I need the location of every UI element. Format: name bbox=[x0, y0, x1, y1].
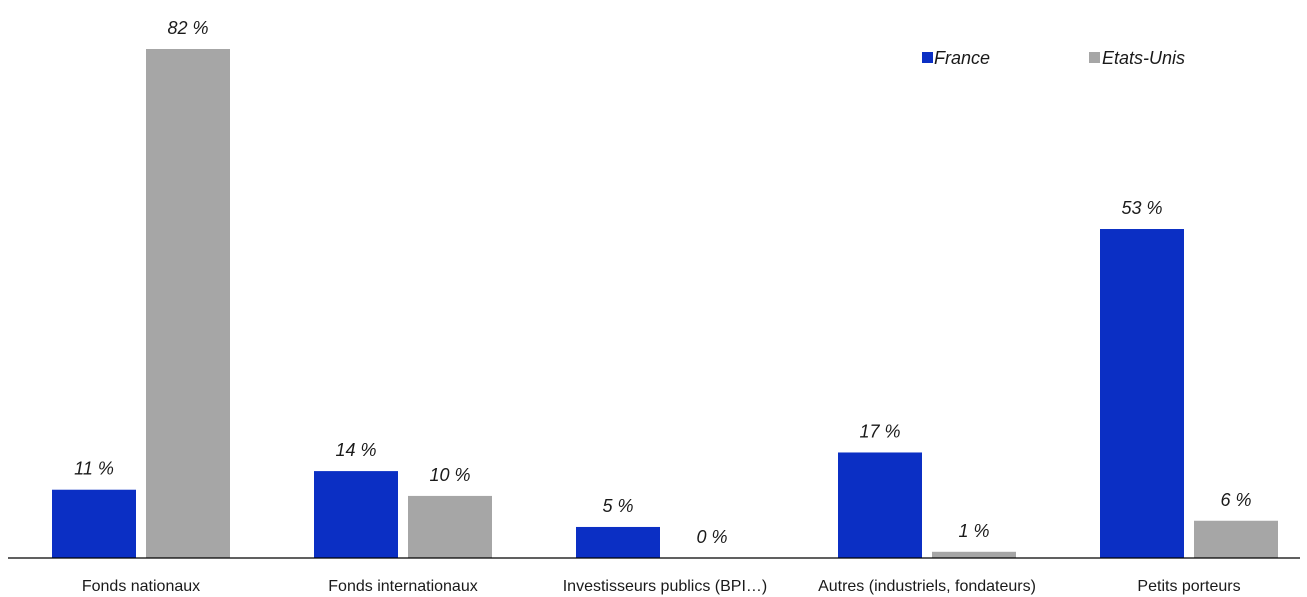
legend: France Etats-Unis bbox=[922, 48, 1185, 68]
category-label-petits-porteurs: Petits porteurs bbox=[1137, 578, 1240, 595]
legend-label-france: France bbox=[934, 48, 990, 68]
value-label-france-petits-porteurs: 53 % bbox=[1121, 198, 1162, 218]
legend-label-etats-unis: Etats-Unis bbox=[1102, 48, 1185, 68]
bar-france-fonds-nationaux bbox=[52, 489, 136, 558]
value-label-etats-unis-investisseurs-publics-bpi: 0 % bbox=[696, 527, 727, 547]
value-label-france-fonds-nationaux: 11 % bbox=[74, 459, 114, 479]
bar-france-fonds-internationaux bbox=[314, 471, 398, 558]
value-label-france-autres-industriels-fondateurs: 17 % bbox=[859, 421, 900, 441]
value-label-etats-unis-autres-industriels-fondateurs: 1 % bbox=[958, 521, 989, 541]
value-label-france-fonds-internationaux: 14 % bbox=[335, 440, 376, 460]
value-label-etats-unis-fonds-internationaux: 10 % bbox=[429, 465, 470, 485]
legend-swatch-etats-unis bbox=[1089, 52, 1100, 63]
value-label-etats-unis-fonds-nationaux: 82 % bbox=[167, 18, 208, 38]
category-labels-group: Fonds nationaux Fonds internationaux Inves… bbox=[82, 578, 1241, 595]
bar-etats-unis-fonds-nationaux bbox=[146, 49, 230, 558]
value-labels-group: 11 % 82 % 14 % 10 % 5 % 0 % 17 % 1 % 53 % 6 % bbox=[74, 18, 1251, 547]
value-label-etats-unis-petits-porteurs: 6 % bbox=[1220, 490, 1251, 510]
bar-etats-unis-autres-industriels-fondateurs bbox=[932, 551, 1016, 558]
bars-group bbox=[52, 49, 1278, 558]
bar-etats-unis-petits-porteurs bbox=[1194, 520, 1278, 558]
category-label-fonds-internationaux: Fonds internationaux bbox=[328, 578, 477, 595]
category-label-investisseurs-publics-bpi: Investisseurs publics (BPI…) bbox=[563, 578, 768, 595]
bar-france-autres-industriels-fondateurs bbox=[838, 452, 922, 558]
value-label-france-investisseurs-publics-bpi: 5 % bbox=[602, 496, 633, 516]
category-label-autres-industriels-fondateurs: Autres (industriels, fondateurs) bbox=[818, 578, 1036, 595]
legend-swatch-france bbox=[922, 52, 933, 63]
bar-france-investisseurs-publics-bpi bbox=[576, 526, 660, 558]
bar-etats-unis-fonds-internationaux bbox=[408, 495, 492, 558]
category-label-fonds-nationaux: Fonds nationaux bbox=[82, 578, 200, 595]
bar-france-petits-porteurs bbox=[1100, 229, 1184, 558]
